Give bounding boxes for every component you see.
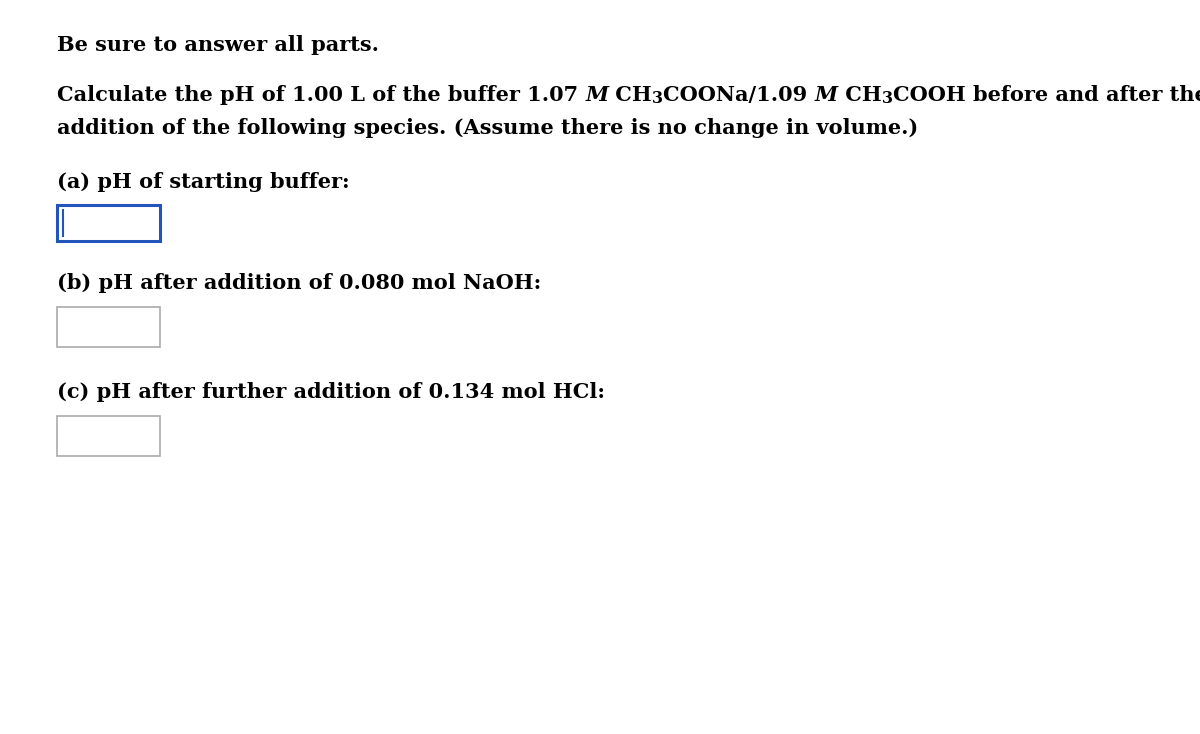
Bar xyxy=(58,307,160,347)
Text: CH: CH xyxy=(608,85,653,105)
Text: Be sure to answer all parts.: Be sure to answer all parts. xyxy=(58,35,379,55)
Bar xyxy=(58,205,160,241)
Bar xyxy=(58,416,160,456)
Text: COONa/1.09: COONa/1.09 xyxy=(664,85,815,105)
Text: (b) pH after addition of 0.080 mol NaOH:: (b) pH after addition of 0.080 mol NaOH: xyxy=(58,273,541,293)
Text: addition of the following species. (Assume there is no change in volume.): addition of the following species. (Assu… xyxy=(58,118,918,138)
Text: COOH before and after the: COOH before and after the xyxy=(893,85,1200,105)
Text: Calculate the pH of 1.00 L of the buffer 1.07: Calculate the pH of 1.00 L of the buffer… xyxy=(58,85,586,105)
Text: M: M xyxy=(586,85,608,105)
Text: CH: CH xyxy=(838,85,882,105)
Text: 3: 3 xyxy=(653,90,664,107)
Text: (a) pH of starting buffer:: (a) pH of starting buffer: xyxy=(58,172,349,192)
Text: 3: 3 xyxy=(882,90,893,107)
Text: M: M xyxy=(815,85,838,105)
Text: (c) pH after further addition of 0.134 mol HCl:: (c) pH after further addition of 0.134 m… xyxy=(58,382,605,402)
